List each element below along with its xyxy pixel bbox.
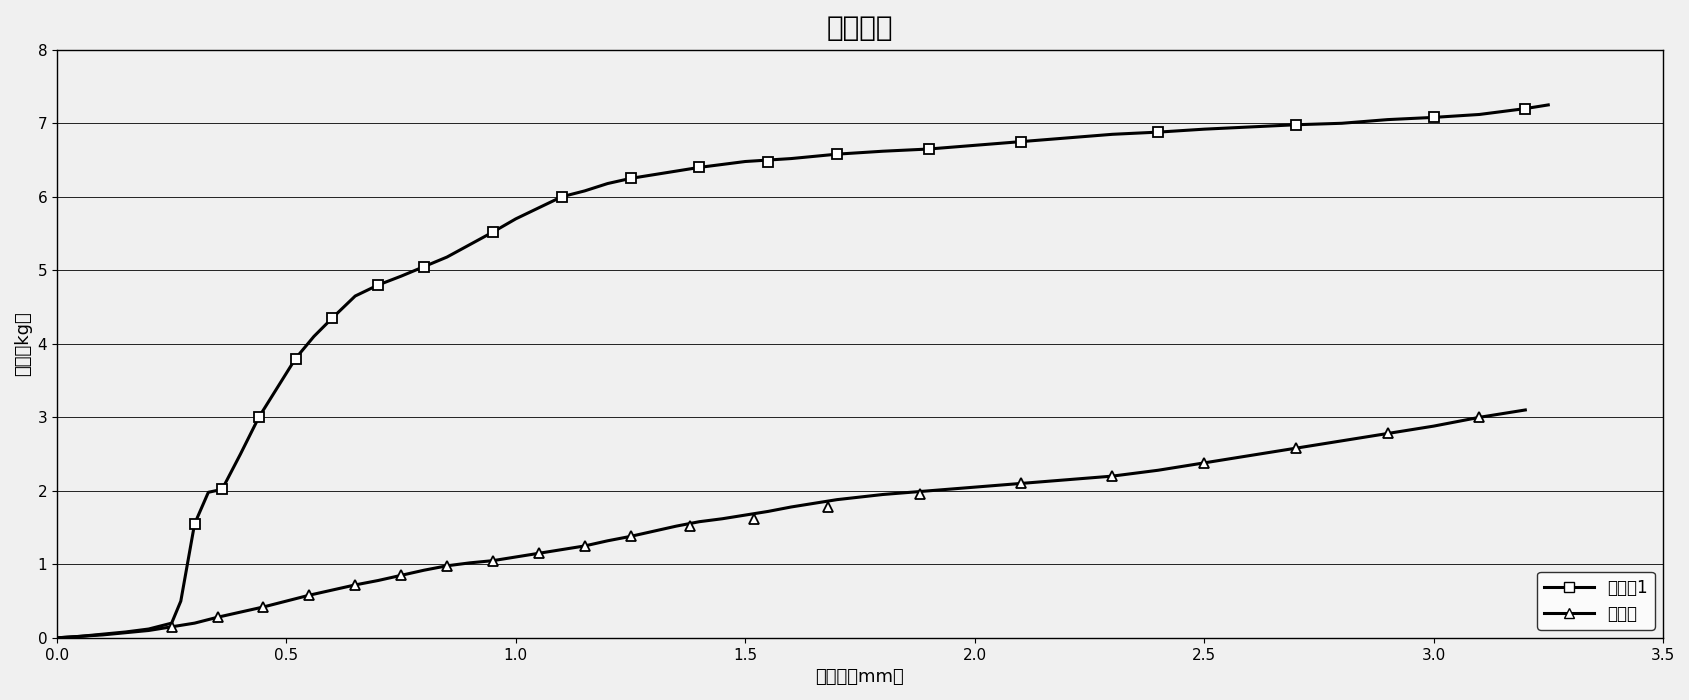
- Legend: 实施例1, 对比例: 实施例1, 对比例: [1537, 572, 1655, 629]
- Y-axis label: 压力（kg）: 压力（kg）: [14, 312, 32, 376]
- Title: 电芯硬度: 电芯硬度: [826, 14, 893, 42]
- X-axis label: 变形量（mm）: 变形量（mm）: [816, 668, 904, 686]
